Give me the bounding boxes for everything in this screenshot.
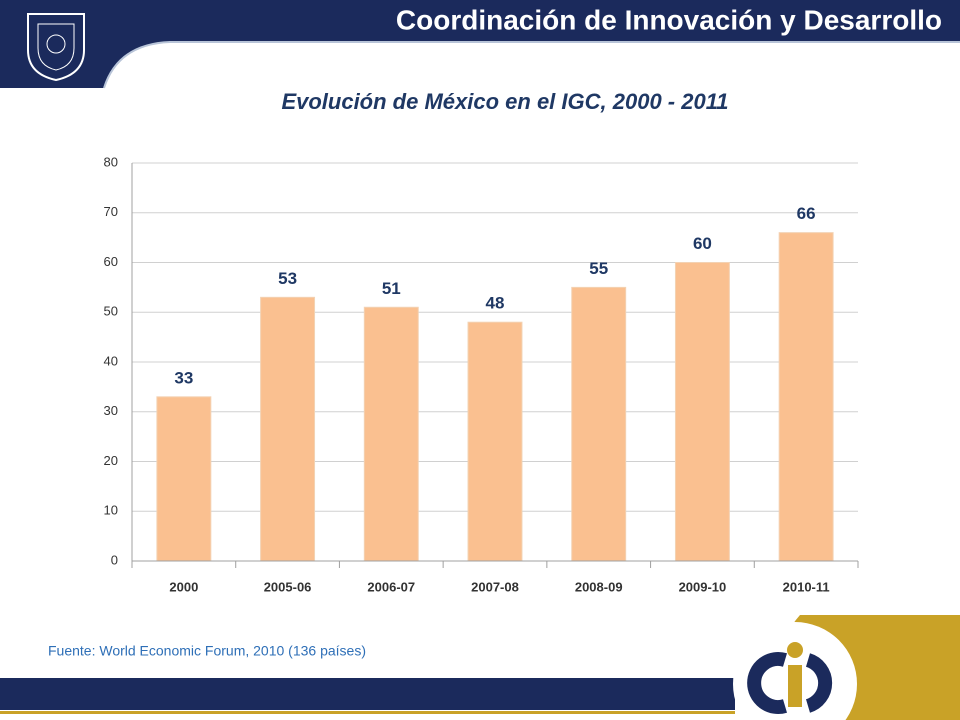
bar: [467, 321, 523, 562]
bar: [674, 262, 730, 562]
header-swoosh: [103, 41, 960, 89]
x-tick-label: 2008-09: [575, 579, 623, 594]
value-label: 66: [797, 204, 816, 223]
x-tick-label: 2009-10: [679, 579, 727, 594]
bar: [363, 306, 419, 562]
value-label: 53: [278, 269, 297, 288]
y-tick-label: 0: [111, 552, 118, 567]
x-tick-label: 2005-06: [264, 579, 312, 594]
y-tick-label: 20: [104, 453, 118, 468]
source-note: Fuente: World Economic Forum, 2010 (136 …: [48, 643, 366, 659]
bar: [156, 396, 212, 562]
bar: [778, 232, 834, 562]
header-band: [0, 0, 960, 88]
cid-logo: [733, 622, 857, 720]
value-label: 48: [486, 294, 505, 313]
bar: [260, 296, 316, 562]
footer-line: [0, 711, 735, 714]
y-tick-label: 70: [104, 204, 118, 219]
unam-logo: [27, 13, 85, 82]
x-tick-label: 2000: [169, 579, 198, 594]
value-label: 33: [174, 368, 193, 387]
value-label: 55: [589, 259, 608, 278]
header-title: Coordinación de Innovación y Desarrollo: [396, 4, 942, 35]
x-tick-label: 2006-07: [367, 579, 415, 594]
value-label: 60: [693, 234, 712, 253]
bar: [571, 286, 627, 562]
y-tick-label: 60: [104, 254, 118, 269]
footer-band: [0, 678, 735, 710]
value-label: 51: [382, 279, 401, 298]
y-tick-label: 50: [104, 304, 118, 319]
x-tick-label: 2010-11: [783, 579, 830, 594]
x-tick-label: 2007-08: [471, 579, 519, 594]
y-tick-label: 10: [104, 503, 118, 518]
y-tick-label: 80: [104, 154, 118, 169]
y-tick-label: 40: [104, 353, 118, 368]
chart-title: Evolución de México en el IGC, 2000 - 20…: [281, 89, 728, 114]
y-tick-label: 30: [104, 403, 118, 418]
